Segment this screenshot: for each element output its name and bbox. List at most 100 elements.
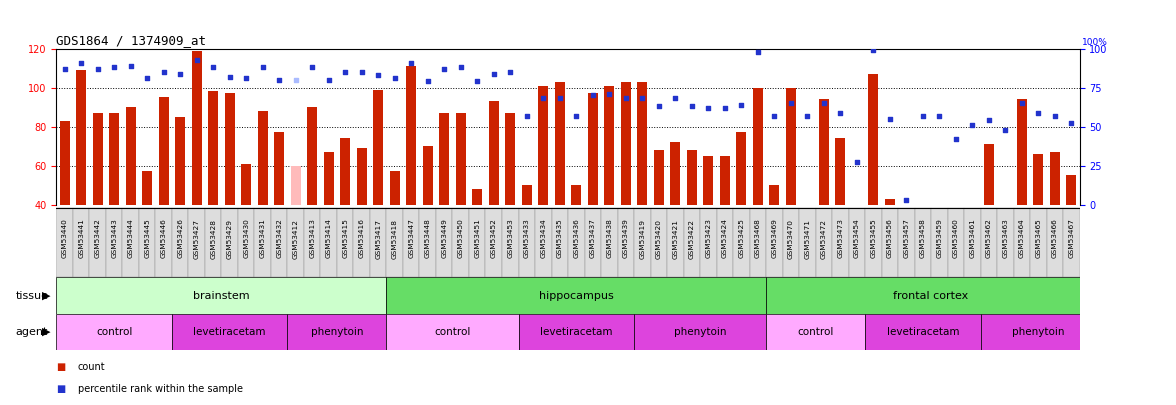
Text: GSM53415: GSM53415 [342,219,348,258]
Bar [522,185,532,205]
Bar [621,82,630,205]
Bar [634,314,766,350]
Text: GSM53465: GSM53465 [1035,219,1041,258]
Point [1029,109,1048,116]
Bar [489,101,499,205]
Bar [981,314,1096,350]
Point [764,113,783,119]
FancyBboxPatch shape [338,208,354,277]
Point [236,75,255,81]
FancyBboxPatch shape [205,208,221,277]
Point [666,95,684,102]
Text: GSM53469: GSM53469 [771,219,777,258]
FancyBboxPatch shape [469,208,486,277]
Bar [637,82,647,205]
Text: GSM53422: GSM53422 [689,219,695,258]
Bar [654,150,663,205]
Text: control: control [434,327,470,337]
Bar [208,92,219,205]
Text: GSM53453: GSM53453 [507,219,513,258]
Text: GSM53430: GSM53430 [243,219,249,258]
Point [881,115,900,122]
Point [930,113,949,119]
FancyBboxPatch shape [519,208,535,277]
Text: GSM53425: GSM53425 [739,219,744,258]
Point [649,103,668,109]
Text: GSM53429: GSM53429 [227,219,233,258]
Text: control: control [96,327,133,337]
Bar [1034,154,1043,205]
FancyBboxPatch shape [486,208,502,277]
Point [485,70,503,77]
Text: GSM53420: GSM53420 [656,219,662,258]
FancyBboxPatch shape [321,208,338,277]
Bar [225,94,235,205]
Text: GSM53466: GSM53466 [1051,219,1058,258]
Text: GSM53442: GSM53442 [95,219,101,258]
Text: GSM53438: GSM53438 [607,219,613,258]
FancyBboxPatch shape [106,208,122,277]
Text: GSM53419: GSM53419 [640,219,646,258]
Point [253,64,272,70]
Text: agent: agent [15,327,48,337]
Bar [274,132,285,205]
Point [138,75,156,81]
Bar [406,66,416,205]
Point [814,100,833,107]
Text: GSM53436: GSM53436 [573,219,580,258]
Bar [323,152,334,205]
FancyBboxPatch shape [287,208,303,277]
Point [220,73,239,80]
Text: ▶: ▶ [42,327,51,337]
Text: GSM53440: GSM53440 [61,219,68,258]
Point [550,95,569,102]
Point [286,77,305,83]
Bar [1050,152,1060,205]
Point [369,72,388,78]
Bar [851,205,862,226]
Point [468,78,487,85]
FancyBboxPatch shape [387,208,403,277]
Point [336,69,355,75]
Bar [802,205,813,253]
FancyBboxPatch shape [552,208,568,277]
Point [55,66,74,72]
Text: GSM53432: GSM53432 [276,219,282,258]
Point [88,66,107,72]
Text: GSM53418: GSM53418 [392,219,397,258]
Bar [56,277,387,314]
Point [963,122,982,128]
Point [980,117,998,124]
Bar [604,85,614,205]
Text: GSM53439: GSM53439 [623,219,629,258]
Bar [866,314,981,350]
Bar [506,113,515,205]
FancyBboxPatch shape [667,208,683,277]
FancyBboxPatch shape [122,208,139,277]
Bar [290,166,301,205]
FancyBboxPatch shape [997,208,1014,277]
Bar [1067,175,1076,205]
FancyBboxPatch shape [221,208,238,277]
Point [864,47,883,53]
Point [171,70,189,77]
Point [302,64,321,70]
Text: levetiracetam: levetiracetam [194,327,266,337]
FancyBboxPatch shape [1063,208,1080,277]
Text: GSM53433: GSM53433 [523,219,529,258]
FancyBboxPatch shape [172,208,188,277]
Point [154,69,173,75]
Point [452,64,470,70]
Point [831,109,850,116]
Text: GSM53467: GSM53467 [1068,219,1075,258]
Text: hippocampus: hippocampus [539,291,614,301]
Point [947,136,965,142]
Point [897,196,916,203]
Text: GSM53444: GSM53444 [128,219,134,258]
Point [633,95,652,102]
Point [682,103,701,109]
Bar [340,138,350,205]
FancyBboxPatch shape [716,208,733,277]
FancyBboxPatch shape [584,208,601,277]
FancyBboxPatch shape [931,208,948,277]
